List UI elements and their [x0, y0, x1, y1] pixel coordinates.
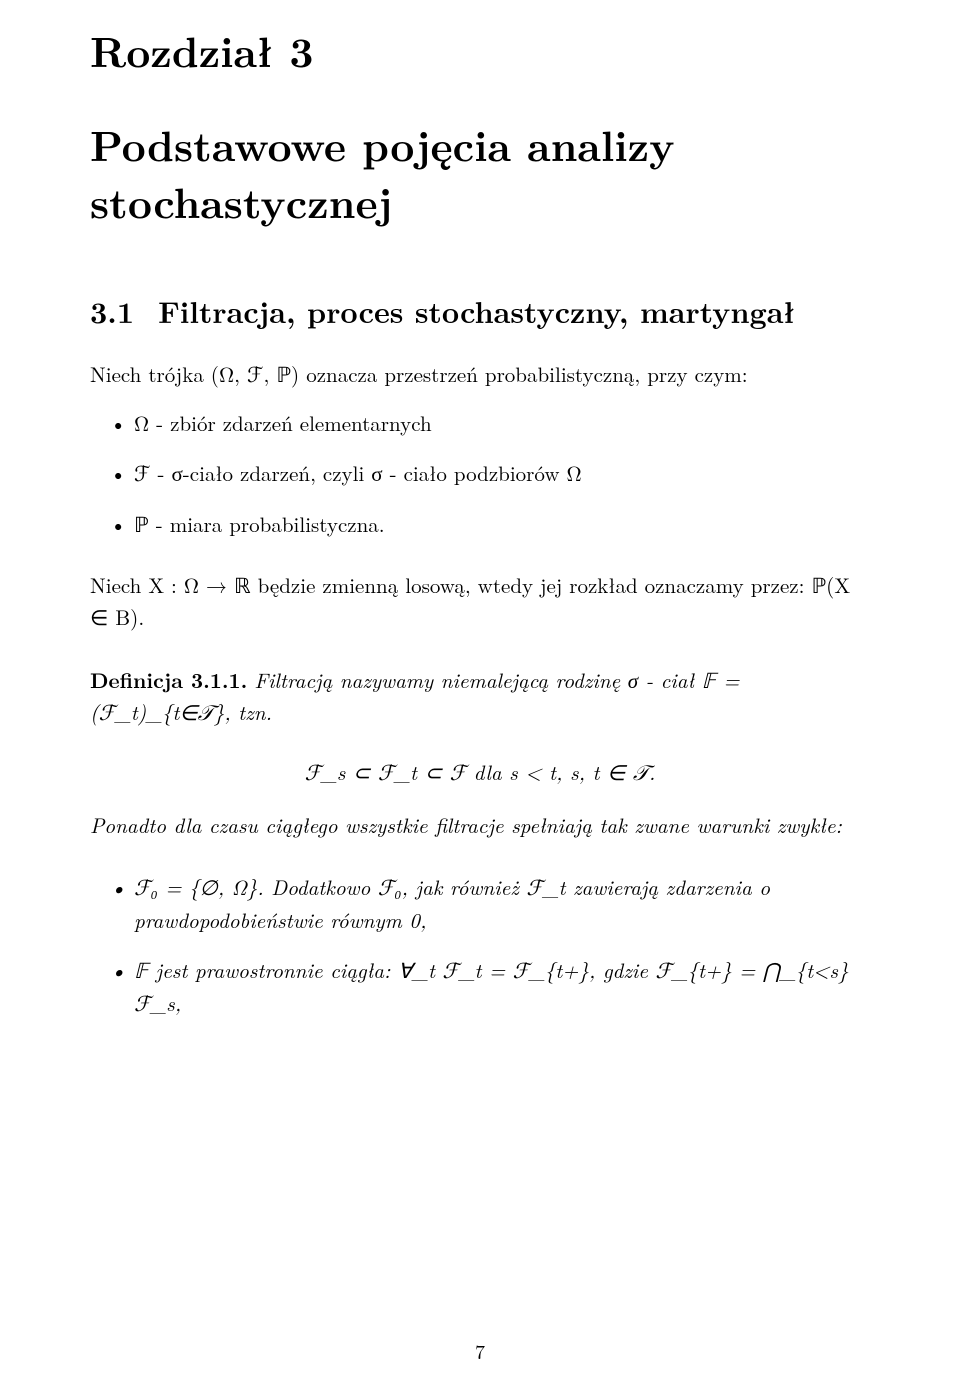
- list-item: ℱ₀ = {∅, Ω}. Dodatkowo ℱ₀, jak również ℱ…: [90, 871, 870, 936]
- display-equation: ℱ_s ⊂ ℱ_t ⊂ ℱ dla s < t, s, t ∈ 𝒯.: [90, 757, 870, 787]
- page: Rozdział 3 Podstawowe pojęcia analizy st…: [0, 0, 960, 1393]
- paragraph-ponadto: Ponadto dla czasu ciągłego wszystkie fil…: [90, 809, 870, 842]
- list-item: ℱ - σ-ciało zdarzeń, czyli σ - ciało pod…: [90, 457, 870, 490]
- chapter-label: Rozdział 3: [90, 20, 870, 80]
- intro-text: Niech trójka (Ω, ℱ, ℙ) oznacza przestrze…: [90, 358, 870, 391]
- section-title-text: Filtracja, proces stochastyczny, martyng…: [158, 289, 870, 332]
- list-item: 𝔽 jest prawostronnie ciągła: ∀_t ℱ_t = ℱ…: [90, 954, 870, 1019]
- section-heading: 3.1 Filtracja, proces stochastyczny, mar…: [90, 289, 870, 332]
- bullet-list-1: Ω - zbiór zdarzeń elementarnych ℱ - σ-ci…: [90, 407, 870, 541]
- list-item: Ω - zbiór zdarzeń elementarnych: [90, 407, 870, 440]
- paragraph-random-variable: Niech X : Ω → ℝ będzie zmienną losową, w…: [90, 569, 870, 634]
- definition-block: Definicja 3.1.1. Filtracją nazywamy niem…: [90, 664, 870, 729]
- list-item: ℙ - miara probabilistyczna.: [90, 508, 870, 541]
- bullet-list-2: ℱ₀ = {∅, Ω}. Dodatkowo ℱ₀, jak również ℱ…: [90, 871, 870, 1019]
- page-number: 7: [0, 1336, 960, 1365]
- chapter-title: Podstawowe pojęcia analizy stochastyczne…: [90, 116, 870, 229]
- section-number: 3.1: [90, 289, 134, 332]
- definition-label: Definicja 3.1.1.: [90, 665, 247, 695]
